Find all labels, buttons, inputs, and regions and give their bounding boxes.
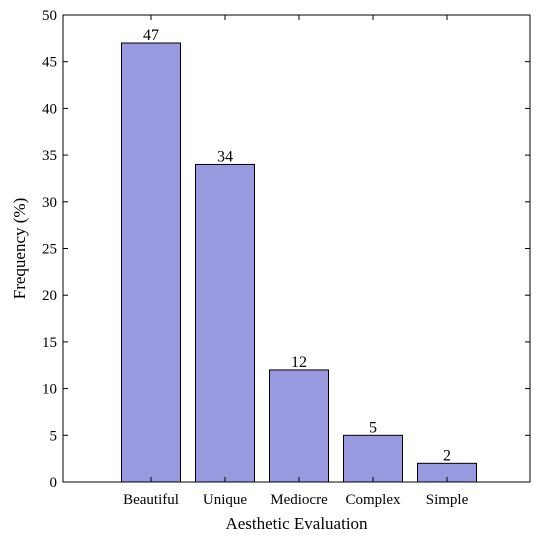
bar-complex bbox=[343, 434, 403, 483]
data-label-beautiful: 47 bbox=[143, 27, 159, 44]
x-tick-label-beautiful: Beautiful bbox=[123, 492, 179, 508]
y-tick-label: 30 bbox=[42, 195, 57, 211]
data-label-simple: 2 bbox=[443, 447, 451, 464]
x-tick-label-simple: Simple bbox=[426, 492, 469, 508]
data-labels-group: 47 34 12 5 2 bbox=[143, 27, 451, 464]
y-tick-label: 20 bbox=[42, 288, 57, 304]
x-tick-label-mediocre: Mediocre bbox=[270, 492, 328, 508]
x-tick-label-unique: Unique bbox=[203, 492, 248, 508]
y-tick-label: 25 bbox=[42, 242, 57, 258]
data-label-complex: 5 bbox=[369, 419, 377, 436]
y-tick-label: 0 bbox=[50, 475, 58, 491]
y-tick-label: 50 bbox=[42, 8, 57, 24]
bar-unique bbox=[195, 163, 255, 483]
bars-group bbox=[121, 42, 477, 483]
y-tick-label: 15 bbox=[42, 335, 57, 351]
y-axis-title: Frequency (%) bbox=[10, 198, 29, 300]
y-tick-label: 40 bbox=[42, 101, 57, 117]
y-tick-label: 45 bbox=[42, 55, 57, 71]
data-label-unique: 34 bbox=[217, 148, 233, 165]
x-axis-title: Aesthetic Evaluation bbox=[225, 514, 368, 533]
bar-beautiful bbox=[121, 42, 181, 483]
y-tick-label: 10 bbox=[42, 382, 57, 398]
y-tick-label: 35 bbox=[42, 148, 57, 164]
x-axis-ticks: Beautiful Unique Mediocre Complex Simple bbox=[123, 15, 469, 508]
bar-mediocre bbox=[269, 369, 329, 483]
x-tick-label-complex: Complex bbox=[346, 492, 401, 508]
data-label-mediocre: 12 bbox=[291, 354, 307, 371]
y-tick-label: 5 bbox=[50, 428, 58, 444]
